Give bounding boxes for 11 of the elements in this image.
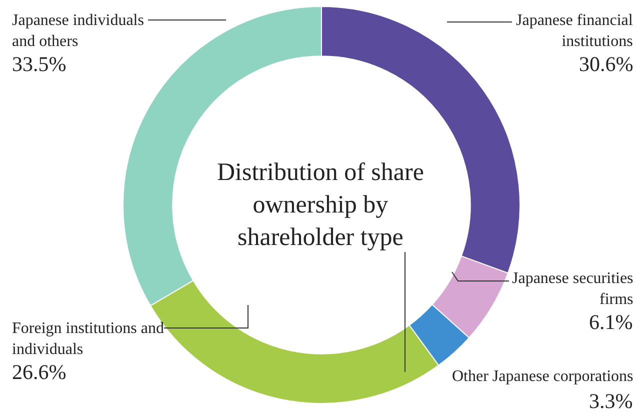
data-label: 30.6% [579,52,634,76]
data-label: 3.3% [589,389,633,413]
data-label: 26.6% [12,360,66,384]
slice-label: Japanese individuals and others [12,12,144,50]
slice-label: Japanese securities firms [512,270,634,308]
text: Distribution of share ownership by shareholder type [217,159,424,251]
data-label: 33.5% [12,52,66,76]
slice-label: Japanese financial institutions [516,12,634,50]
data-label: 6.1% [589,310,633,334]
slice-label: Other Japanese corporations [452,368,634,385]
slice-label: Foreign institutions and individuals [12,320,164,358]
